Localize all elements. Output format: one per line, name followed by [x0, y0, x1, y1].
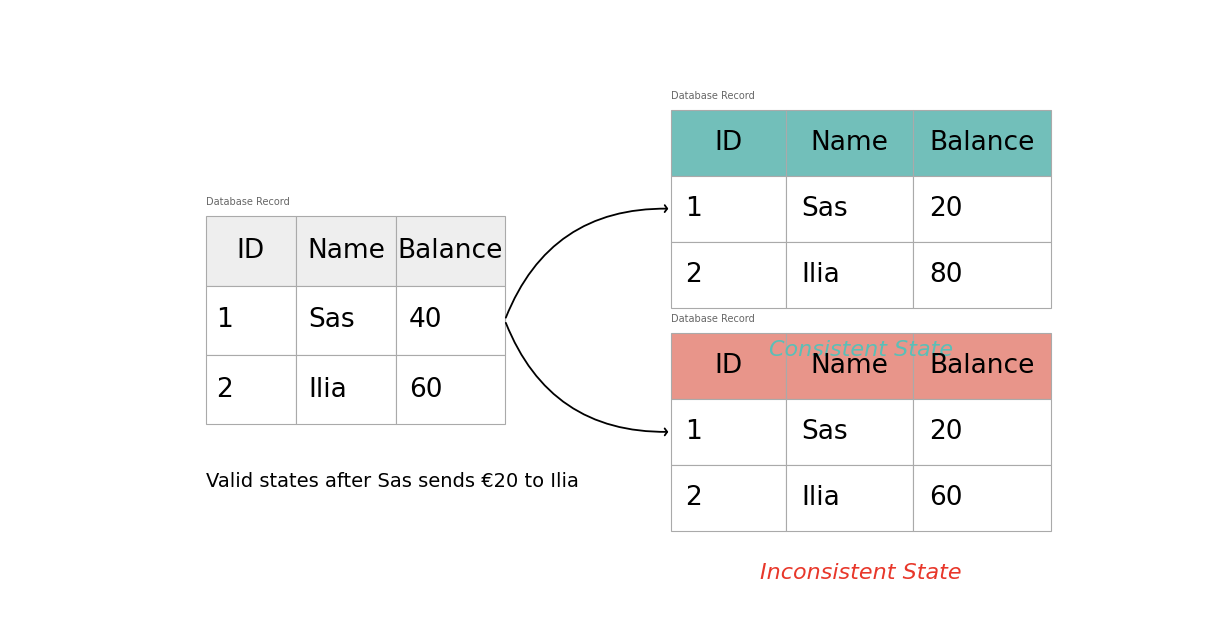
Bar	[671, 109, 786, 176]
Text: Name: Name	[810, 129, 889, 156]
Text: Name: Name	[810, 353, 889, 379]
Text: 40: 40	[409, 307, 443, 333]
Text: 2: 2	[685, 485, 701, 511]
Text: Name: Name	[308, 238, 385, 264]
Bar	[786, 465, 913, 531]
Text: Balance: Balance	[929, 353, 1035, 379]
Text: 60: 60	[409, 377, 443, 402]
Text: Ilia: Ilia	[802, 485, 840, 511]
Text: Database Record: Database Record	[206, 197, 289, 207]
Text: 2: 2	[685, 262, 701, 288]
Text: ID: ID	[715, 129, 743, 156]
Bar	[206, 216, 297, 285]
Bar	[396, 355, 505, 424]
Bar	[913, 399, 1051, 465]
Text: Ilia: Ilia	[308, 377, 347, 402]
Text: 20: 20	[929, 196, 962, 222]
Text: Sas: Sas	[802, 419, 848, 445]
Bar	[786, 176, 913, 242]
Bar	[206, 355, 297, 424]
Text: 1: 1	[685, 196, 701, 222]
Bar	[671, 399, 786, 465]
Text: 20: 20	[929, 419, 962, 445]
Text: Database Record: Database Record	[671, 91, 755, 100]
Text: Database Record: Database Record	[671, 314, 755, 324]
Text: 60: 60	[929, 485, 962, 511]
Bar	[913, 109, 1051, 176]
Bar	[671, 242, 786, 308]
Bar	[396, 216, 505, 285]
Bar	[786, 109, 913, 176]
Bar	[913, 465, 1051, 531]
Bar	[786, 399, 913, 465]
Bar	[913, 242, 1051, 308]
Bar	[206, 285, 297, 355]
Text: Balance: Balance	[929, 129, 1035, 156]
Text: ID: ID	[715, 353, 743, 379]
Bar	[913, 333, 1051, 399]
Text: 2: 2	[217, 377, 233, 402]
Text: Valid states after Sas sends €20 to Ilia: Valid states after Sas sends €20 to Ilia	[206, 472, 579, 491]
Bar	[671, 333, 786, 399]
Bar	[671, 465, 786, 531]
Text: Inconsistent State: Inconsistent State	[760, 564, 962, 583]
Bar	[396, 285, 505, 355]
Text: Consistent State: Consistent State	[769, 340, 953, 360]
Bar	[786, 333, 913, 399]
Text: Sas: Sas	[802, 196, 848, 222]
Text: Sas: Sas	[308, 307, 354, 333]
Bar	[913, 176, 1051, 242]
Bar	[297, 216, 396, 285]
Bar	[671, 176, 786, 242]
Bar	[297, 285, 396, 355]
Text: 1: 1	[217, 307, 233, 333]
Bar	[297, 355, 396, 424]
Text: Ilia: Ilia	[802, 262, 840, 288]
Text: 1: 1	[685, 419, 701, 445]
Text: 80: 80	[929, 262, 962, 288]
Text: Balance: Balance	[397, 238, 503, 264]
Text: ID: ID	[237, 238, 265, 264]
Bar	[786, 242, 913, 308]
